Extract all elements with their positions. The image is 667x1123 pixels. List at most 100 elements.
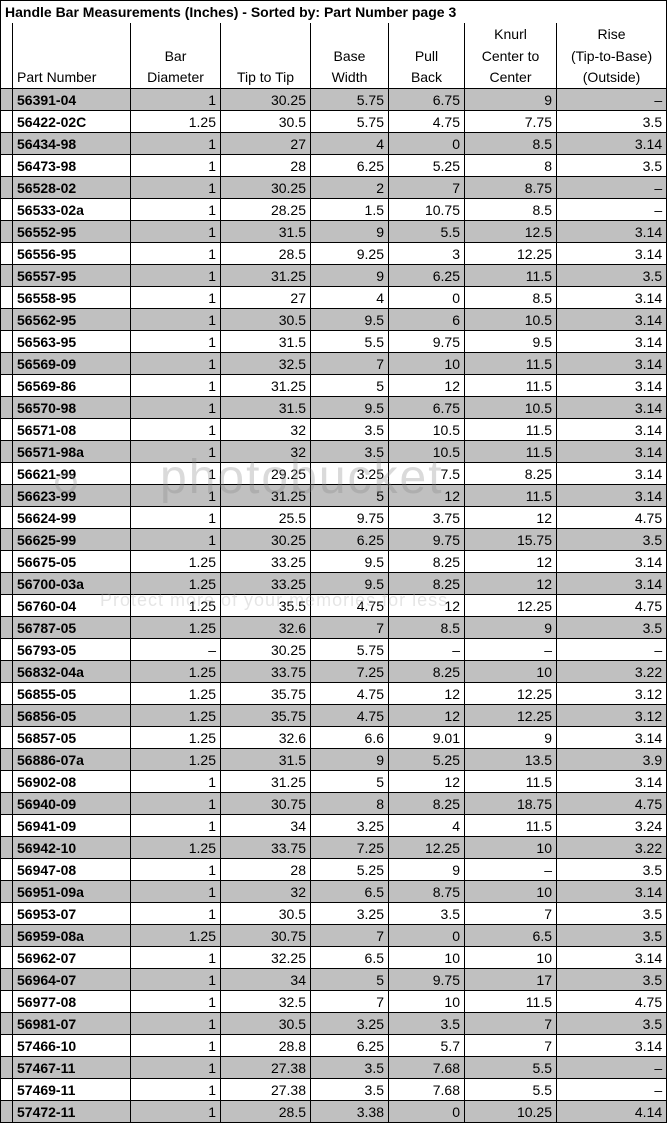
table-row: 56552-95131.595.512.53.14: [1, 221, 667, 243]
table-row: 57469-11127.383.57.685.5–: [1, 1079, 667, 1101]
dia-cell: 1.25: [131, 617, 221, 639]
base-cell: 3.25: [311, 463, 389, 485]
dia-cell: 1.25: [131, 573, 221, 595]
stub-cell: [1, 353, 13, 375]
base-cell: 4.75: [311, 683, 389, 705]
pull-cell: 8.25: [389, 573, 465, 595]
part-number-cell: 56855-05: [13, 683, 131, 705]
stub-cell: [1, 969, 13, 991]
pull-cell: 6: [389, 309, 465, 331]
rise-cell: 3.14: [557, 771, 667, 793]
rise-cell: 3.14: [557, 881, 667, 903]
table-row: 56571-98a1323.510.511.53.14: [1, 441, 667, 463]
table-row: 56621-99129.253.257.58.253.14: [1, 463, 667, 485]
rise-cell: –: [557, 1079, 667, 1101]
pull-cell: 5.25: [389, 155, 465, 177]
header-cell: [13, 45, 131, 67]
part-number-cell: 57467-11: [13, 1057, 131, 1079]
pull-cell: 8.25: [389, 793, 465, 815]
table-row: 56569-86131.2551211.53.14: [1, 375, 667, 397]
base-cell: 3.5: [311, 441, 389, 463]
dia-cell: 1.25: [131, 837, 221, 859]
stub-cell: [1, 177, 13, 199]
rise-cell: 3.14: [557, 309, 667, 331]
rise-cell: 3.9: [557, 749, 667, 771]
knurl-cell: 17: [465, 969, 557, 991]
part-number-cell: 56962-07: [13, 947, 131, 969]
pull-cell: 10.75: [389, 199, 465, 221]
knurl-cell: 10: [465, 837, 557, 859]
table-title: Handle Bar Measurements (Inches) - Sorte…: [1, 1, 667, 23]
stub-cell: [1, 661, 13, 683]
pull-cell: 8.25: [389, 551, 465, 573]
dia-cell: 1.25: [131, 111, 221, 133]
knurl-cell: 8.5: [465, 287, 557, 309]
stub-cell: [1, 749, 13, 771]
tip-cell: 28.5: [221, 243, 311, 265]
part-number-cell: 56947-08: [13, 859, 131, 881]
rise-cell: 3.5: [557, 969, 667, 991]
tip-cell: 31.25: [221, 265, 311, 287]
pull-cell: 9.75: [389, 529, 465, 551]
part-number-cell: 56951-09a: [13, 881, 131, 903]
base-cell: 5.25: [311, 859, 389, 881]
dia-cell: 1: [131, 155, 221, 177]
pull-cell: 7.5: [389, 463, 465, 485]
knurl-cell: –: [465, 639, 557, 661]
stub-cell: [1, 991, 13, 1013]
header-cell: [389, 23, 465, 45]
part-number-cell: 56623-99: [13, 485, 131, 507]
part-number-cell: 56557-95: [13, 265, 131, 287]
table-row: 56533-02a128.251.510.758.5–: [1, 199, 667, 221]
rise-cell: 3.5: [557, 111, 667, 133]
pull-cell: –: [389, 639, 465, 661]
part-number-cell: 56624-99: [13, 507, 131, 529]
stub-cell: [1, 903, 13, 925]
dia-cell: 1: [131, 89, 221, 111]
knurl-cell: 12.25: [465, 595, 557, 617]
dia-cell: 1.25: [131, 551, 221, 573]
stub-cell: [1, 859, 13, 881]
table-row: 56557-95131.2596.2511.53.5: [1, 265, 667, 287]
part-number-cell: 56552-95: [13, 221, 131, 243]
knurl-cell: 18.75: [465, 793, 557, 815]
base-cell: 3.38: [311, 1101, 389, 1123]
tip-cell: 25.5: [221, 507, 311, 529]
rise-cell: 3.14: [557, 463, 667, 485]
base-cell: 9.5: [311, 309, 389, 331]
knurl-cell: –: [465, 859, 557, 881]
tip-cell: 27: [221, 287, 311, 309]
header-cell: [311, 23, 389, 45]
tip-cell: 32: [221, 881, 311, 903]
pull-cell: 10: [389, 353, 465, 375]
table-row: 56977-08132.571011.54.75: [1, 991, 667, 1013]
table-row: 56760-041.2535.54.751212.254.75: [1, 595, 667, 617]
pull-cell: 3: [389, 243, 465, 265]
tip-cell: 27.38: [221, 1079, 311, 1101]
pull-cell: 9: [389, 859, 465, 881]
knurl-cell: 9: [465, 89, 557, 111]
stub-cell: [1, 815, 13, 837]
tip-cell: 31.5: [221, 397, 311, 419]
stub-cell: [1, 793, 13, 815]
rise-cell: 3.12: [557, 683, 667, 705]
stub-cell: [1, 287, 13, 309]
part-number-cell: 56953-07: [13, 903, 131, 925]
part-number-cell: 56570-98: [13, 397, 131, 419]
tip-cell: 30.25: [221, 639, 311, 661]
stub-cell: [1, 485, 13, 507]
stub-cell: [1, 639, 13, 661]
header-cell: Diameter: [131, 67, 221, 89]
pull-cell: 4.75: [389, 111, 465, 133]
stub-cell: [1, 617, 13, 639]
tip-cell: 35.75: [221, 705, 311, 727]
tip-cell: 31.5: [221, 749, 311, 771]
pull-cell: 7: [389, 177, 465, 199]
stub-cell: [1, 529, 13, 551]
table-row: 57472-11128.53.38010.254.14: [1, 1101, 667, 1123]
base-cell: 6.25: [311, 155, 389, 177]
header-cell: Center: [465, 67, 557, 89]
tip-cell: 33.25: [221, 551, 311, 573]
table-row: 56941-091343.25411.53.24: [1, 815, 667, 837]
pull-cell: 10.5: [389, 419, 465, 441]
